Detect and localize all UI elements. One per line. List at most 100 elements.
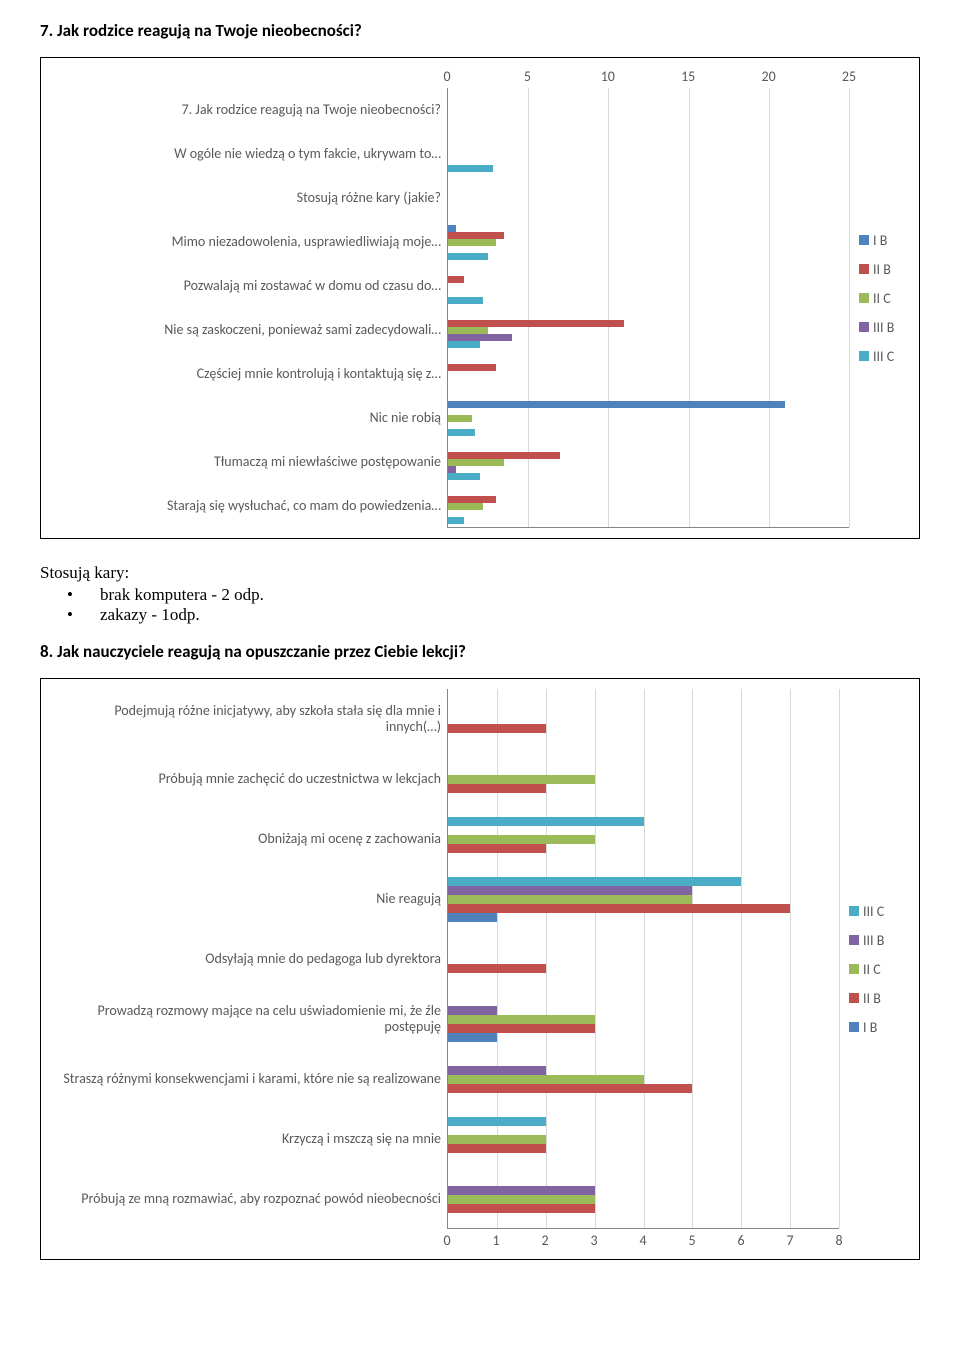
bar-group: [448, 1169, 839, 1229]
category-label: W ogóle nie wiedzą o tym fakcie, ukrywam…: [57, 132, 447, 176]
bar: [448, 1006, 497, 1015]
legend-swatch: [849, 935, 859, 945]
bullet-icon: •: [40, 585, 100, 605]
category-label: Podejmują różne inicjatywy, aby szkoła s…: [57, 689, 447, 749]
bar: [448, 232, 504, 239]
axis-tick: 4: [639, 1232, 646, 1249]
bar: [448, 724, 546, 733]
bar: [448, 964, 546, 973]
category-label: Próbują ze mną rozmawiać, aby rozpoznać …: [57, 1169, 447, 1229]
bar-group: [448, 440, 849, 484]
axis-tick: 0: [443, 1232, 450, 1249]
axis-tick: 2: [541, 1232, 548, 1249]
legend-item: II B: [849, 990, 909, 1007]
bar: [448, 1135, 546, 1144]
bar: [448, 1015, 595, 1024]
axis-tick: 8: [835, 1232, 842, 1249]
bar: [448, 276, 464, 283]
bar: [448, 401, 785, 408]
legend-item: I B: [849, 1019, 909, 1036]
bar-group: [448, 1049, 839, 1109]
legend-label: II C: [863, 961, 881, 978]
axis-tick: 5: [688, 1232, 695, 1249]
legend-label: III C: [873, 348, 894, 365]
chart-8-container: Podejmują różne inicjatywy, aby szkoła s…: [40, 678, 920, 1260]
axis-tick: 0: [443, 68, 450, 85]
bar-group: [448, 929, 839, 989]
axis-tick: 3: [590, 1232, 597, 1249]
bar: [448, 1075, 644, 1084]
legend-item: III B: [859, 319, 909, 336]
chart-8-plot-area: [447, 689, 839, 1229]
category-label: Tłumaczą mi niewłaściwe postępowanie: [57, 440, 447, 484]
category-label: Nie reagują: [57, 869, 447, 929]
bar: [448, 1144, 546, 1153]
category-label: 7. Jak rodzice reagują na Twoje nieobecn…: [57, 88, 447, 132]
bar-group: [448, 749, 839, 809]
legend-label: II C: [873, 290, 891, 307]
bar: [448, 1186, 595, 1195]
bar: [448, 895, 692, 904]
bar: [448, 466, 456, 473]
bar-group: [448, 176, 849, 220]
bar: [448, 784, 546, 793]
bar-group: [448, 1109, 839, 1169]
category-label: Częściej mnie kontrolują i kontaktują si…: [57, 352, 447, 396]
legend-swatch: [849, 964, 859, 974]
axis-tick: 7: [786, 1232, 793, 1249]
category-label: Stosują różne kary (jakie?: [57, 176, 447, 220]
bar: [448, 165, 493, 172]
category-label: Nic nie robią: [57, 396, 447, 440]
category-label: Straszą różnymi konsekwencjami i karami,…: [57, 1049, 447, 1109]
category-label: Próbują mnie zachęcić do uczestnictwa w …: [57, 749, 447, 809]
legend-item: II C: [849, 961, 909, 978]
bar-group: [448, 809, 839, 869]
bar: [448, 415, 472, 422]
axis-tick: 10: [601, 68, 615, 85]
bar-group: [448, 689, 839, 749]
list-item-text: brak komputera - 2 odp.: [100, 585, 264, 605]
bar: [448, 320, 624, 327]
chart-7-container: 7. Jak rodzice reagują na Twoje nieobecn…: [40, 57, 920, 539]
category-label: Pozwalają mi zostawać w domu od czasu do…: [57, 264, 447, 308]
bar: [448, 452, 560, 459]
chart-7-x-axis: 0510152025: [447, 68, 849, 88]
bar-group: [448, 484, 849, 528]
bar: [448, 473, 480, 480]
legend-swatch: [849, 1022, 859, 1032]
bar: [448, 1066, 546, 1075]
bar: [448, 364, 496, 371]
legend-item: III C: [859, 348, 909, 365]
legend-label: III C: [863, 903, 884, 920]
category-label: Starają się wysłuchać, co mam do powiedz…: [57, 484, 447, 528]
legend-label: III B: [873, 319, 894, 336]
legend-label: II B: [863, 990, 881, 1007]
chart-8-legend: III CIII BII CII BI B: [839, 689, 909, 1249]
legend-label: I B: [863, 1019, 877, 1036]
bar: [448, 334, 512, 341]
bar-group: [448, 220, 849, 264]
bar-group: [448, 132, 849, 176]
bullet-icon: •: [40, 605, 100, 625]
bar: [448, 327, 488, 334]
legend-swatch: [859, 235, 869, 245]
bar: [448, 835, 595, 844]
question-7-heading: 7. Jak rodzice reagują na Twoje nieobecn…: [40, 20, 920, 41]
category-label: Odsyłają mnie do pedagoga lub dyrektora: [57, 929, 447, 989]
bar: [448, 1084, 692, 1093]
bar: [448, 253, 488, 260]
axis-tick: 5: [524, 68, 531, 85]
legend-item: II C: [859, 290, 909, 307]
bar: [448, 877, 741, 886]
category-label: Prowadzą rozmowy mające na celu uświadom…: [57, 989, 447, 1049]
chart-7-plot-area: [447, 88, 849, 528]
legend-label: II B: [873, 261, 891, 278]
legend-swatch: [849, 993, 859, 1003]
bar-group: [448, 396, 849, 440]
legend-swatch: [849, 906, 859, 916]
legend-label: I B: [873, 232, 887, 249]
penalties-title: Stosują kary:: [40, 563, 920, 583]
bar: [448, 496, 496, 503]
list-item: •zakazy - 1odp.: [40, 605, 920, 625]
bar-group: [448, 352, 849, 396]
